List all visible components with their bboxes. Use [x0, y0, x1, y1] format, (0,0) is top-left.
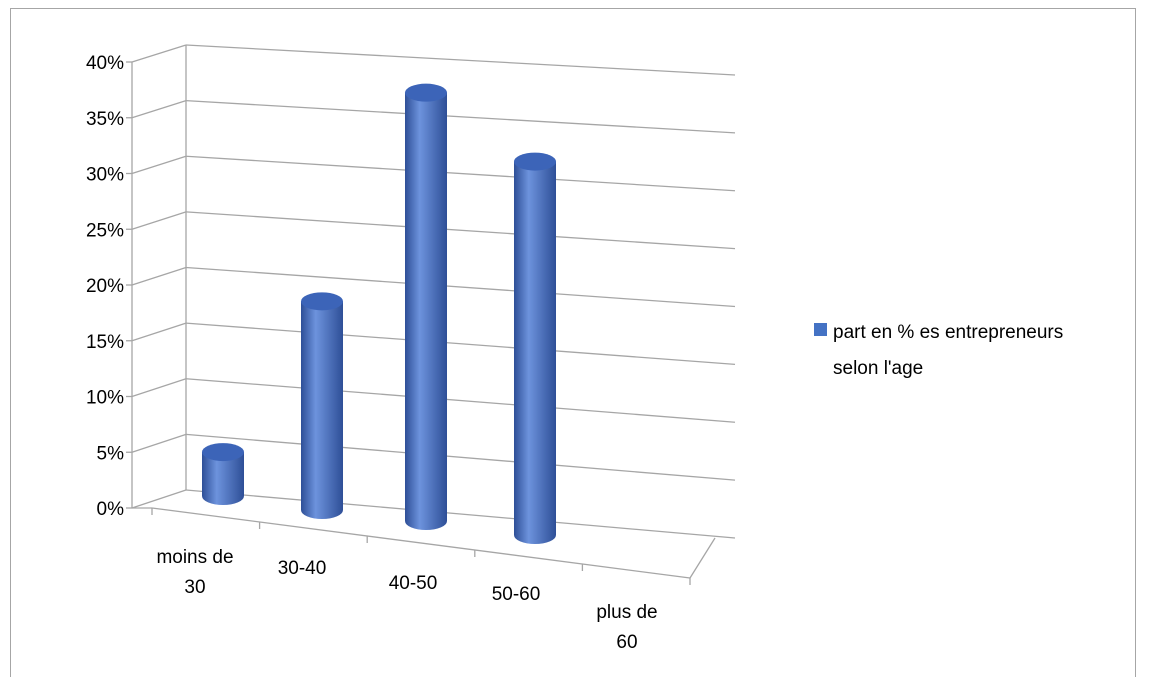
bar: [514, 152, 556, 545]
chart-frame: [10, 8, 1136, 677]
side-gridline: [131, 322, 187, 342]
legend-label-line-2: selon l'age: [833, 358, 923, 379]
bar-top: [405, 83, 447, 102]
back-gridline: [185, 433, 736, 481]
legend-swatch: [814, 323, 827, 336]
side-gridline: [131, 44, 187, 63]
bar-body: [301, 301, 343, 519]
y-tick-label: 10%: [86, 388, 124, 409]
floor-right-edge: [689, 537, 716, 579]
bar-top: [514, 152, 556, 171]
bar: [301, 292, 343, 519]
y-tick-label: 20%: [86, 276, 124, 297]
bar-body: [202, 452, 244, 505]
y-tick-label: 35%: [86, 109, 124, 130]
side-gridline: [131, 211, 187, 230]
side-gridline: [131, 378, 187, 398]
y-tick-label: 25%: [86, 220, 124, 241]
side-gridline: [131, 433, 187, 453]
y-tick-label: 30%: [86, 165, 124, 186]
side-gridline: [131, 266, 187, 286]
x-tick-label: 30-40: [278, 558, 327, 579]
bar-body: [514, 161, 556, 545]
legend-label-line-1: part en % es entrepreneurs: [833, 322, 1063, 343]
x-tick-label: moins de: [156, 547, 233, 568]
floor-front-edge: [151, 507, 691, 579]
back-gridline: [185, 44, 736, 76]
y-tick-label: 5%: [97, 443, 125, 464]
bars: [202, 83, 556, 545]
legend: part en % es entrepreneurs selon l'age: [814, 322, 1063, 379]
bar-top: [301, 292, 343, 311]
y-tick-label: 15%: [86, 332, 124, 353]
back-gridline: [185, 489, 736, 539]
back-gridline: [185, 155, 736, 192]
x-tick-label: 30: [184, 577, 205, 598]
side-gridline: [131, 100, 187, 119]
back-gridline: [185, 211, 736, 250]
x-axis-ticks: moins de 30 30-40 40-50 50-60 plus de 60: [156, 547, 657, 653]
back-gridline: [185, 266, 736, 308]
back-gridline: [185, 378, 736, 423]
y-axis-ticks: 0% 5% 10% 15% 20% 25% 30% 35% 40%: [86, 53, 124, 520]
side-gridline: [131, 489, 187, 509]
bar: [202, 443, 244, 505]
y-tick-label: 0%: [97, 499, 125, 520]
bar-body: [405, 92, 447, 530]
x-tick-label: plus de: [596, 602, 657, 623]
side-gridline: [131, 155, 187, 175]
x-tick-label: 40-50: [389, 573, 438, 594]
bar: [405, 83, 447, 530]
gridlines: [126, 44, 736, 585]
y-tick-label: 40%: [86, 53, 124, 74]
bar-top: [202, 443, 244, 462]
back-gridline: [185, 99, 736, 134]
back-gridline: [185, 322, 736, 366]
x-tick-label: 60: [616, 632, 637, 653]
x-tick-label: 50-60: [492, 584, 541, 605]
